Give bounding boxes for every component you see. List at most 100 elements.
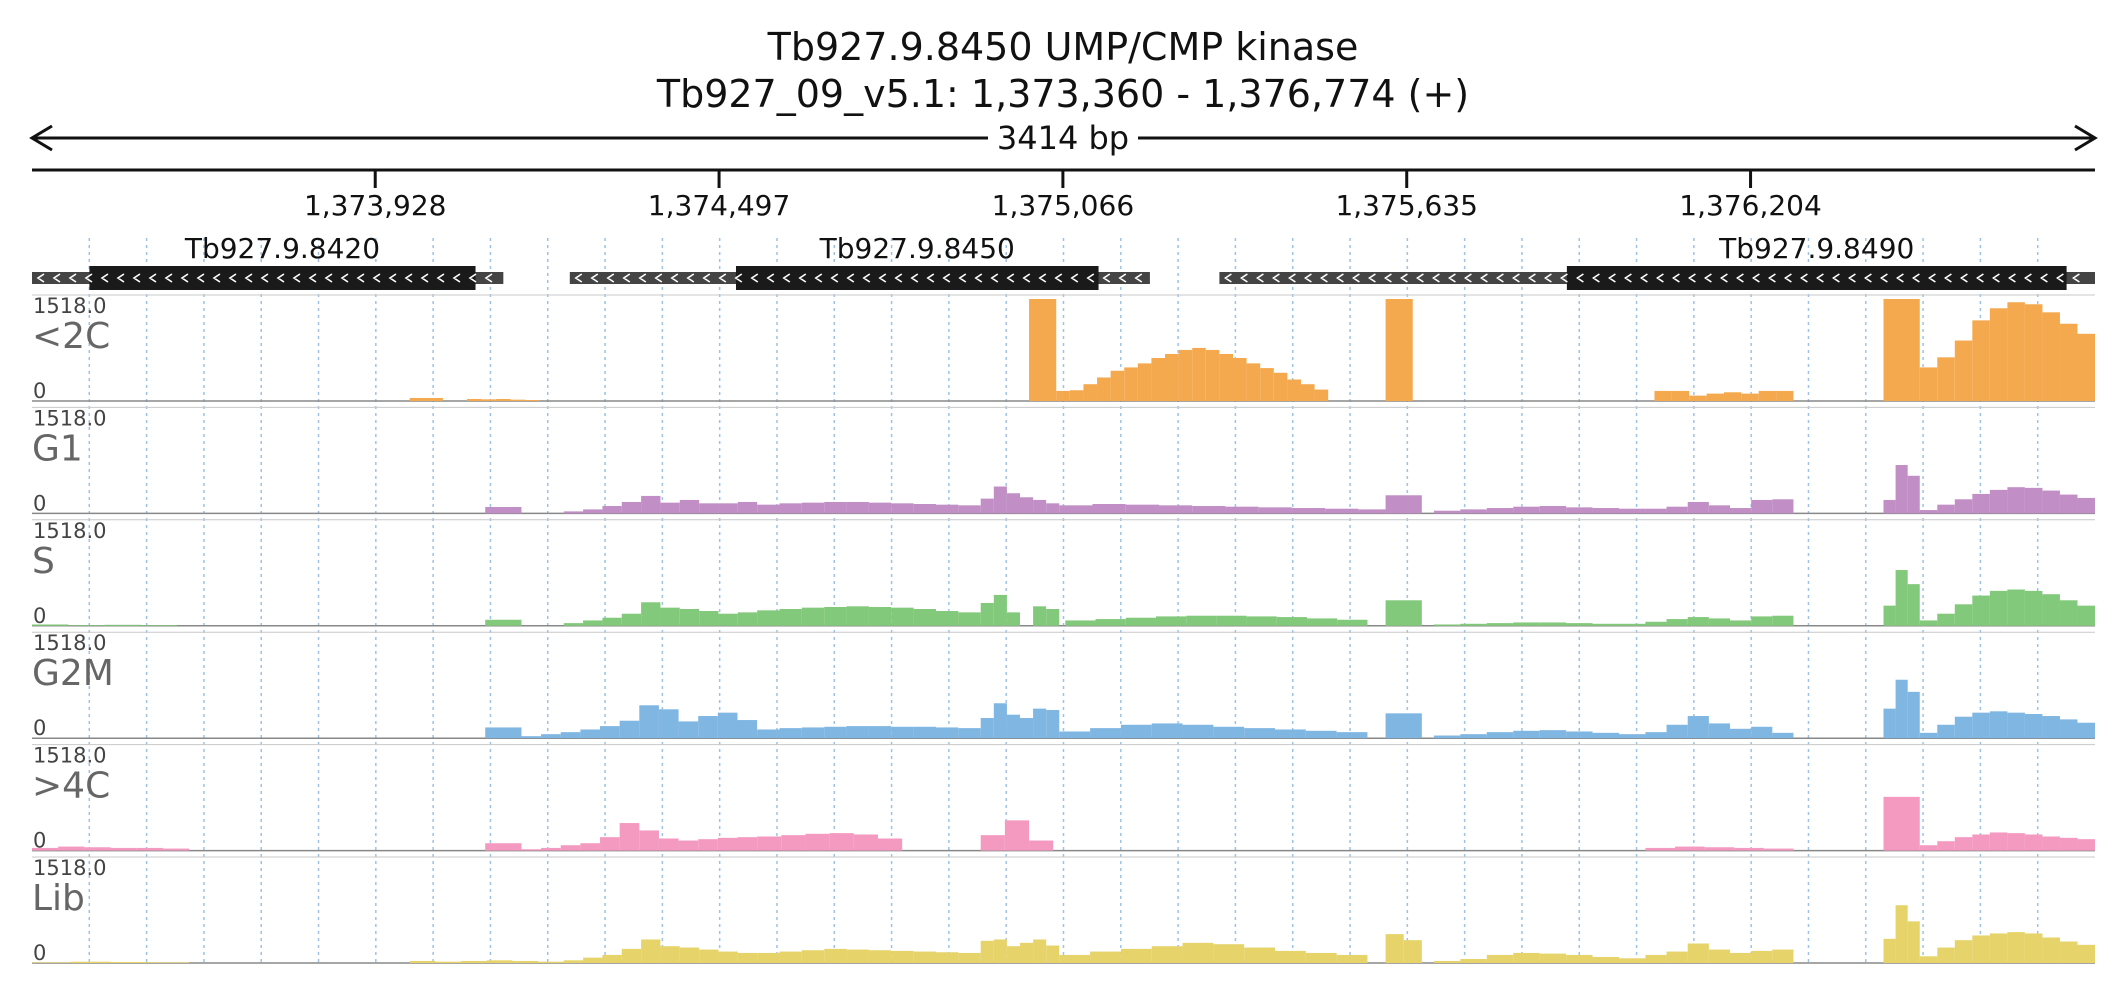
coverage-bar [718, 951, 738, 963]
track-name: >4C [32, 766, 110, 807]
coverage-bar [1033, 606, 1047, 626]
gene-label: Tb927.9.8490 [1718, 232, 1914, 265]
coverage-bar [1989, 832, 2008, 851]
coverage-bar [1274, 950, 1306, 963]
coordinate-axis-ticks: 1,373,928 1,374,497 1,375,066 1,375,635 1,37… [304, 170, 1822, 222]
gene-model: Tb927.9.8490 [1219, 232, 2095, 290]
coverage-bar [1083, 384, 1098, 401]
coverage-bar [110, 961, 150, 963]
coverage-bar [913, 951, 936, 963]
coverage-bar [1645, 732, 1667, 739]
coverage-bar [583, 509, 603, 514]
coverage-bar [1305, 730, 1337, 739]
coverage-bar [1124, 367, 1138, 401]
coverage-bar [560, 845, 581, 851]
coverage-bar [935, 504, 959, 514]
coverage-track: 1518.0 0 >4C [32, 744, 2095, 853]
coverage-bar [1954, 716, 1973, 739]
coverage-bar [1592, 732, 1619, 739]
coverage-bar [1192, 347, 1206, 401]
axis-tick-label: 1,376,204 [1679, 189, 1822, 222]
gene-label: Tb927.9.8420 [184, 232, 380, 265]
coverage-bar [1689, 395, 1707, 401]
coverage-bar [1907, 584, 1920, 626]
coverage-bar [2007, 712, 2025, 739]
coverage-bar [2059, 494, 2078, 514]
coverage-bar [1566, 954, 1593, 963]
coverage-bar [1433, 960, 1461, 963]
track-name: S [32, 541, 55, 582]
coverage-bar [1486, 508, 1514, 514]
coverage-bar [1513, 730, 1540, 739]
coverage-bar [409, 960, 436, 963]
y-max-label: 1518.0 [33, 631, 106, 655]
coverage-bar [1730, 952, 1752, 963]
coverage-bar [824, 501, 847, 514]
coverage-bar [699, 611, 719, 626]
coverage-bar [1907, 691, 1920, 739]
coverage-bar [779, 951, 802, 963]
coverage-bar [2042, 937, 2060, 963]
coverage-bar [1666, 724, 1688, 739]
coverage-bar [619, 720, 640, 739]
coverage-bar [2024, 590, 2043, 626]
coverage-bar [737, 501, 758, 514]
coverage-bar [512, 960, 539, 963]
coverage-bar [1907, 921, 1920, 963]
y-max-label: 1518.0 [33, 519, 106, 543]
coverage-bar [1246, 363, 1261, 401]
coverage-bar [1989, 933, 2008, 963]
coverage-bar [1059, 954, 1091, 963]
coverage-bar [891, 950, 914, 963]
coverage-bar [1751, 616, 1773, 626]
coverage-bar [1258, 507, 1292, 514]
coverage-bar [1137, 363, 1152, 401]
coverage-bar [1305, 952, 1337, 963]
coverage-bar [1336, 954, 1368, 963]
axis-tick-label: 1,375,635 [1335, 189, 1478, 222]
coverage-bar [846, 501, 869, 514]
coverage-bar [1165, 353, 1179, 401]
coverage-bar [779, 728, 802, 739]
coverage-bar [583, 957, 603, 963]
coverage-bar [660, 946, 680, 963]
coverage-bar [1954, 340, 1973, 401]
coverage-bar [913, 503, 936, 514]
coverage-bar [660, 502, 680, 514]
coverage-bar [1092, 503, 1126, 514]
coverage-bar [496, 398, 511, 401]
coverage-bar [757, 836, 782, 851]
coverage-bar [467, 398, 482, 401]
coverage-bar [1205, 349, 1220, 401]
coverage-bar [1314, 389, 1329, 401]
coverage-bar [486, 960, 513, 963]
y-min-label: 0 [33, 379, 46, 403]
coverage-bar [32, 624, 69, 626]
coverage-tracks: 1518.00<2C1518.00G11518.00S1518.00G2M151… [32, 294, 2095, 965]
coverage-bar [824, 948, 847, 963]
coverage-bar [560, 732, 581, 739]
coverage-bar [68, 625, 105, 626]
coverage-bar [1883, 938, 1896, 963]
coverage-bar [2077, 722, 2095, 739]
coverage-bar [1486, 954, 1514, 963]
coverage-bar [1059, 731, 1091, 739]
coverage-bar [485, 843, 522, 851]
coverage-bar [639, 830, 659, 851]
coverage-bar [510, 399, 526, 401]
coverage-bar [1006, 493, 1020, 514]
coverage-bar [541, 847, 561, 851]
coverage-bar [958, 612, 981, 626]
coverage-bar [1155, 616, 1187, 626]
coverage-bar [563, 960, 584, 963]
coverage-bar [1730, 620, 1752, 626]
coverage-bar [1004, 820, 1030, 851]
coverage-bar [1046, 945, 1060, 963]
coverage-bar [1654, 390, 1672, 401]
coverage-bar [1033, 708, 1047, 739]
coverage-bar [1403, 940, 1422, 963]
coverage-bar [1687, 501, 1709, 514]
coverage-bar [1989, 711, 2008, 739]
coverage-bar [980, 498, 994, 514]
y-min-label: 0 [33, 829, 46, 853]
